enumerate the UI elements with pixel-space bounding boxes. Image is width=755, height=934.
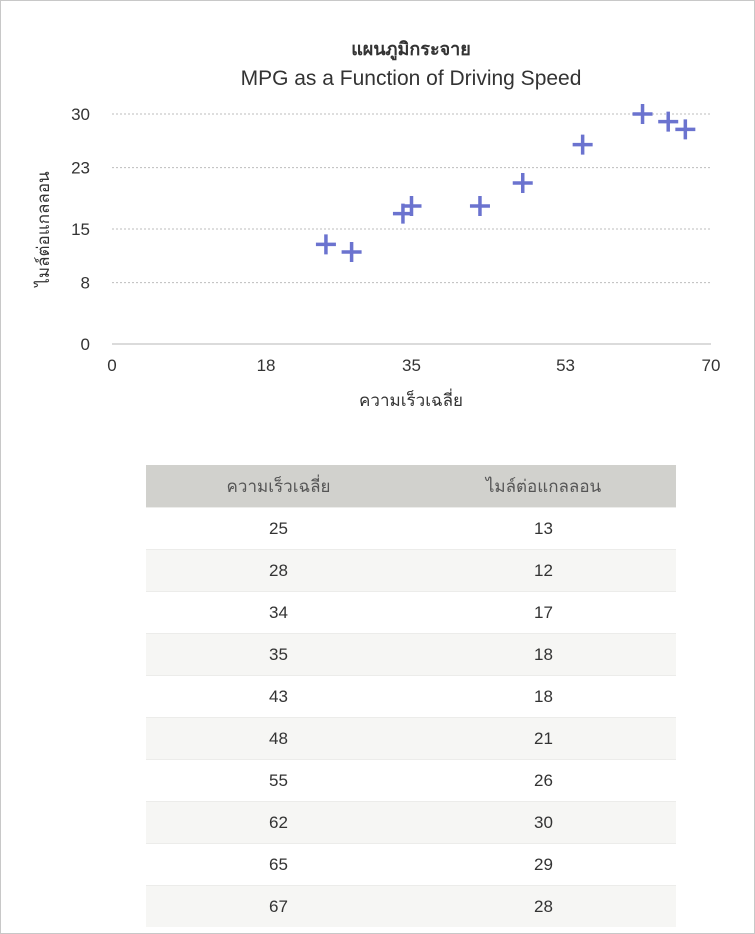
y-tick-label: 30 — [71, 105, 90, 124]
x-tick-label: 18 — [257, 356, 276, 375]
table-row: 25 13 — [146, 507, 676, 550]
cell-speed: 48 — [146, 717, 411, 760]
data-point — [512, 173, 533, 193]
y-tick-label: 23 — [71, 159, 90, 178]
column-header-speed: ความเร็วเฉลี่ย — [146, 465, 411, 508]
x-tick-label: 0 — [107, 356, 116, 375]
y-tick-label: 8 — [81, 274, 90, 293]
x-tick-label: 53 — [556, 356, 575, 375]
table-row: 65 29 — [146, 843, 676, 886]
y-axis-label: ไมล์ต่อแกลลอน — [33, 171, 53, 289]
cell-speed: 67 — [146, 885, 411, 927]
cell-speed: 62 — [146, 801, 411, 844]
data-point — [469, 196, 490, 216]
chart-subtitle: MPG as a Function of Driving Speed — [241, 67, 582, 90]
table-row: 55 26 — [146, 759, 676, 802]
x-axis-label: ความเร็วเฉลี่ย — [359, 388, 463, 410]
data-point — [658, 111, 679, 132]
cell-speed: 43 — [146, 675, 411, 718]
cell-mpg: 26 — [411, 759, 676, 802]
table-row: 34 17 — [146, 591, 676, 634]
y-tick-label: 15 — [71, 220, 90, 239]
table-row: 35 18 — [146, 633, 676, 676]
x-tick-label: 35 — [402, 356, 421, 375]
table-row: 62 30 — [146, 801, 676, 844]
chart-title: แผนภูมิกระจาย — [351, 39, 471, 61]
data-point — [341, 242, 362, 262]
y-tick-label: 0 — [81, 335, 90, 354]
cell-speed: 55 — [146, 759, 411, 802]
cell-speed: 28 — [146, 549, 411, 592]
data-point — [315, 234, 336, 255]
scatter-chart: แผนภูมิกระจาย MPG as a Function of Drivi… — [33, 39, 721, 410]
cell-mpg: 28 — [411, 885, 676, 927]
data-point — [401, 196, 422, 216]
cell-speed: 35 — [146, 633, 411, 676]
table-row: 28 12 — [146, 549, 676, 592]
data-table: ความเร็วเฉลี่ย ไมล์ต่อแกลลอน 25 13 28 12 34 1… — [146, 465, 676, 927]
cell-speed: 25 — [146, 507, 411, 550]
table-row: 43 18 — [146, 675, 676, 718]
cell-mpg: 17 — [411, 591, 676, 634]
data-point — [632, 104, 653, 124]
cell-mpg: 29 — [411, 843, 676, 886]
data-point — [675, 119, 696, 140]
table-row: 48 21 — [146, 717, 676, 760]
table-row: 67 28 — [146, 885, 676, 927]
x-tick-label: 70 — [702, 356, 721, 375]
cell-mpg: 18 — [411, 633, 676, 676]
cell-mpg: 30 — [411, 801, 676, 844]
cell-speed: 34 — [146, 591, 411, 634]
cell-speed: 65 — [146, 843, 411, 886]
column-header-mpg: ไมล์ต่อแกลลอน — [411, 465, 676, 508]
cell-mpg: 13 — [411, 507, 676, 550]
cell-mpg: 18 — [411, 675, 676, 718]
cell-mpg: 21 — [411, 717, 676, 760]
data-point — [572, 134, 593, 155]
cell-mpg: 12 — [411, 549, 676, 592]
